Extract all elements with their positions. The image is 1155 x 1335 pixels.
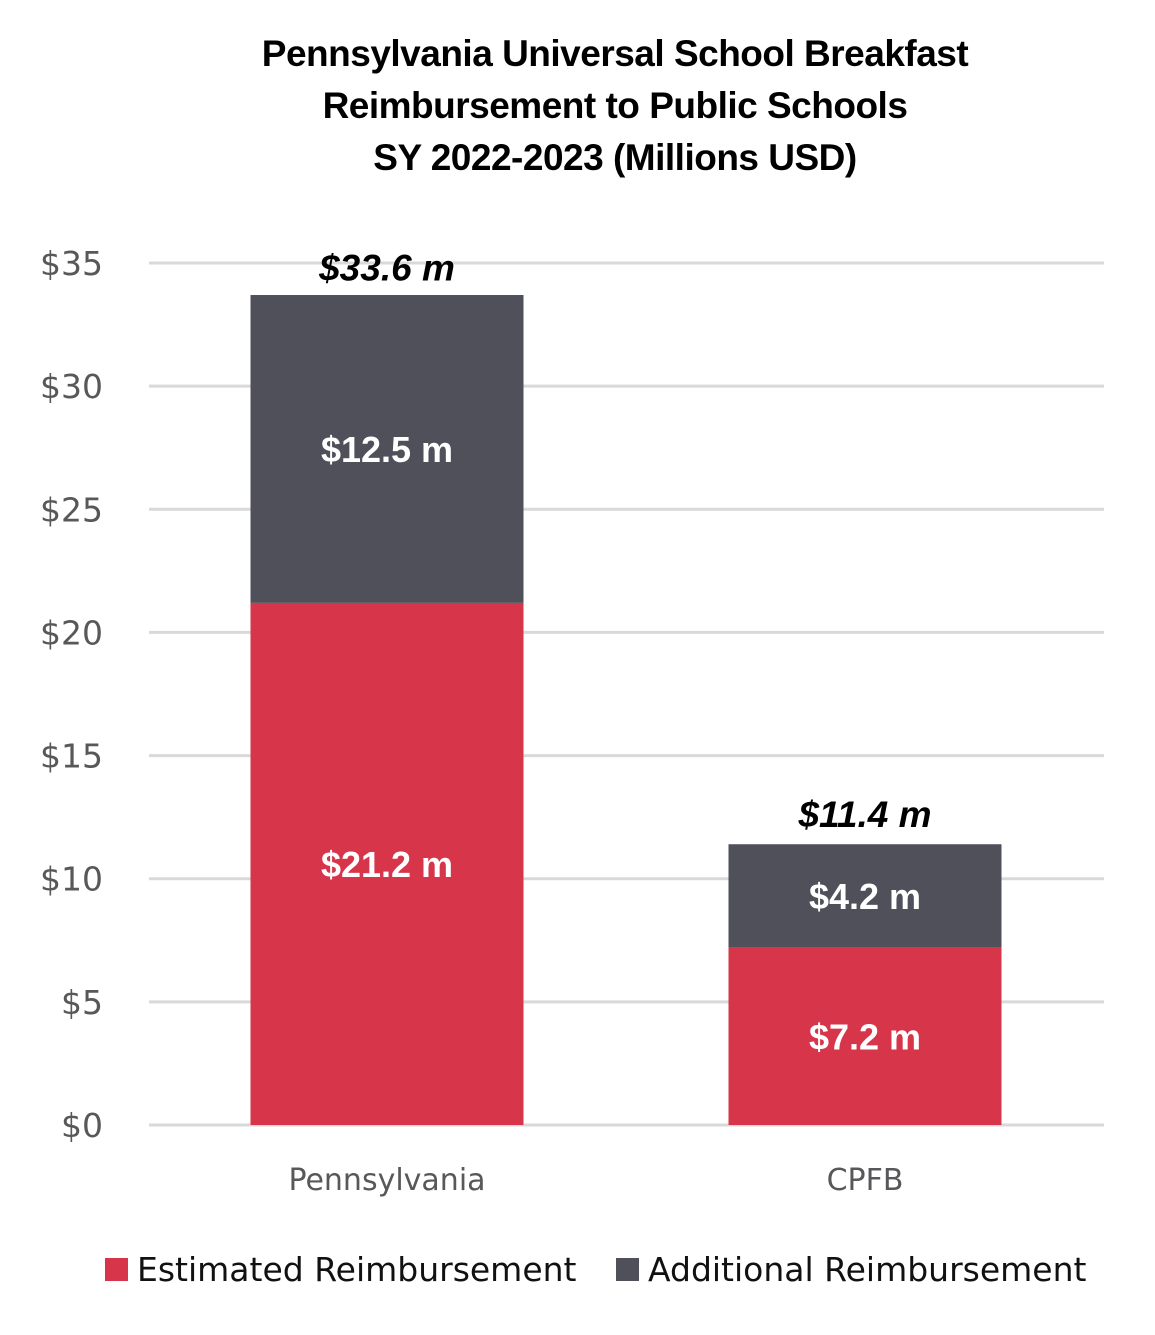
bar-segment-estimated xyxy=(250,602,524,1125)
bars xyxy=(250,295,1002,1125)
chart-title-line-1: Pennsylvania Universal School Breakfast xyxy=(261,33,969,74)
y-tick-label: $30 xyxy=(40,367,103,406)
y-tick-label: $15 xyxy=(40,737,103,776)
chart-title: Pennsylvania Universal School Breakfast … xyxy=(0,28,1155,184)
chart-title-line-3: SY 2022-2023 (Millions USD) xyxy=(373,137,857,178)
segment-value-label: $21.2 m xyxy=(321,844,453,885)
legend: Estimated Reimbursement Additional Reimbu… xyxy=(105,1250,1087,1289)
x-category-label: Pennsylvania xyxy=(288,1163,485,1198)
legend-swatch xyxy=(616,1258,639,1281)
legend-label: Estimated Reimbursement xyxy=(137,1250,577,1289)
legend-swatch xyxy=(105,1258,128,1281)
chart-title-line-2: Reimbursement to Public Schools xyxy=(322,85,908,126)
segment-value-label: $12.5 m xyxy=(321,429,453,470)
total-value-label: $33.6 m xyxy=(318,247,455,288)
y-tick-label: $5 xyxy=(61,983,103,1022)
legend-item: Additional Reimbursement xyxy=(616,1250,1087,1289)
bar-segment-additional xyxy=(250,295,524,603)
y-axis-ticks: $0 $5 $10 $15 $20 $25 $30 $35 xyxy=(40,244,103,1145)
segment-value-label: $7.2 m xyxy=(809,1016,921,1057)
y-tick-label: $20 xyxy=(40,613,103,652)
x-axis-categories: Pennsylvania CPFB xyxy=(288,1163,903,1198)
y-tick-label: $25 xyxy=(40,490,103,529)
segment-value-label: $4.2 m xyxy=(809,876,921,917)
data-labels: $21.2 m $12.5 m $33.6 m $7.2 m $4.2 m $11.4 m xyxy=(318,247,931,1057)
legend-label: Additional Reimbursement xyxy=(648,1250,1087,1289)
y-tick-label: $35 xyxy=(40,244,103,283)
y-tick-label: $10 xyxy=(40,860,103,899)
y-tick-label: $0 xyxy=(61,1106,103,1145)
bar-segment-additional xyxy=(728,844,1002,948)
total-value-label: $11.4 m xyxy=(797,794,931,835)
legend-item: Estimated Reimbursement xyxy=(105,1250,577,1289)
x-category-label: CPFB xyxy=(827,1163,904,1198)
bar-segment-estimated xyxy=(728,947,1002,1125)
